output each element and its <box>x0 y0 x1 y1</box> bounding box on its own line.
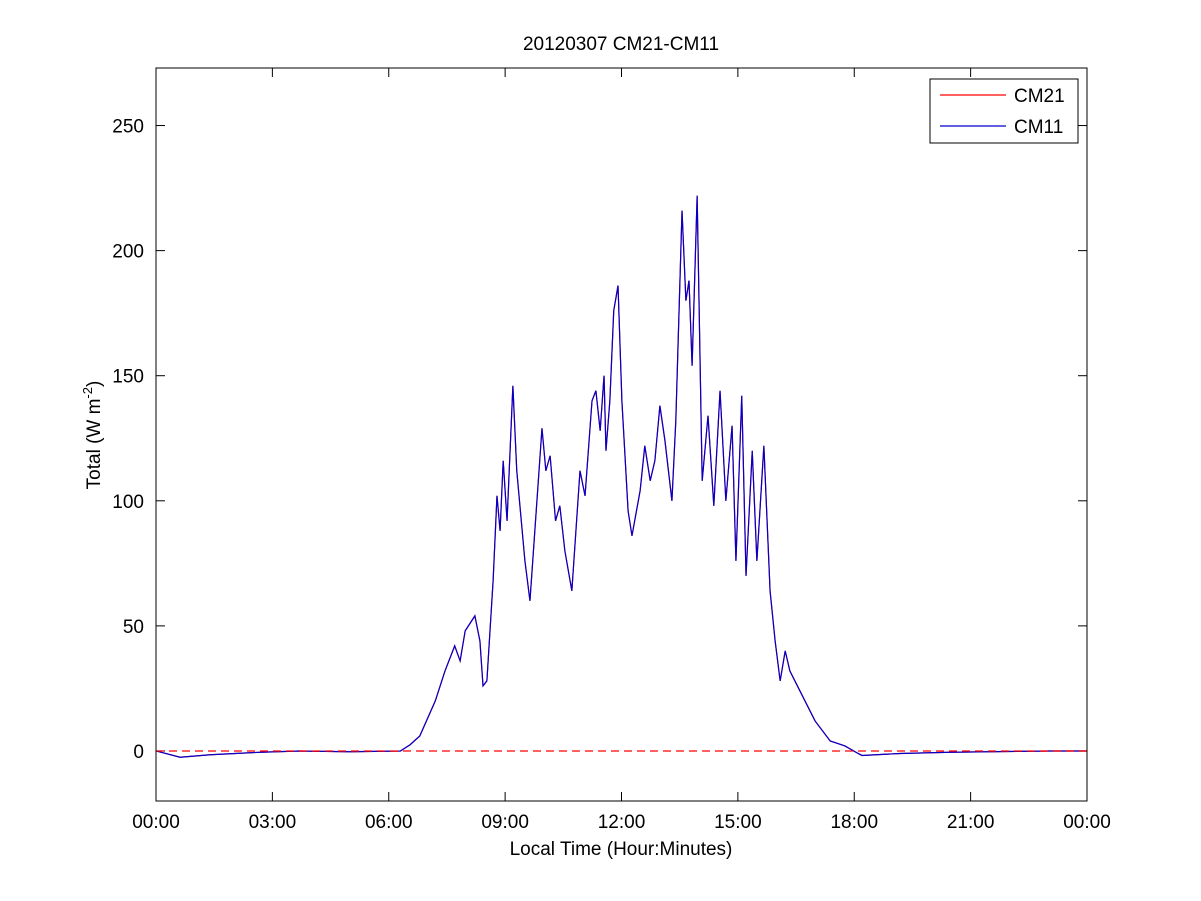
x-tick-label: 21:00 <box>947 812 995 833</box>
x-tick-label: 06:00 <box>365 812 413 833</box>
chart-title: 20120307 CM21-CM11 <box>523 34 719 55</box>
y-axis-label-suffix: ) <box>84 381 105 387</box>
x-tick-label: 15:00 <box>714 812 762 833</box>
legend-label: CM21 <box>1014 86 1065 107</box>
legend-label: CM11 <box>1014 117 1063 138</box>
x-tick-label: 09:00 <box>481 812 529 833</box>
x-tick-label: 12:00 <box>598 812 646 833</box>
y-tick-label: 50 <box>123 617 144 638</box>
x-tick-label: 03:00 <box>249 812 297 833</box>
legend-box <box>929 78 1079 144</box>
axes-box <box>155 67 1088 802</box>
x-tick-label: 00:00 <box>1063 812 1111 833</box>
y-tick-label: 250 <box>112 117 144 138</box>
x-axis-label: Local Time (Hour:Minutes) <box>510 839 733 860</box>
y-tick-label: 0 <box>133 742 144 763</box>
y-axis-label: Total (W m-2) <box>80 381 105 490</box>
y-tick-label: 100 <box>112 492 144 513</box>
y-axis-label-superscript: -2 <box>80 387 95 399</box>
plot-area <box>156 68 1087 801</box>
data-line <box>155 195 1087 758</box>
x-tick-label: 18:00 <box>830 812 878 833</box>
x-tick-label: 00:00 <box>132 812 180 833</box>
y-axis-label-text: Total (W m <box>84 399 105 490</box>
y-tick-label: 200 <box>112 242 144 263</box>
y-tick-label: 150 <box>112 367 144 388</box>
